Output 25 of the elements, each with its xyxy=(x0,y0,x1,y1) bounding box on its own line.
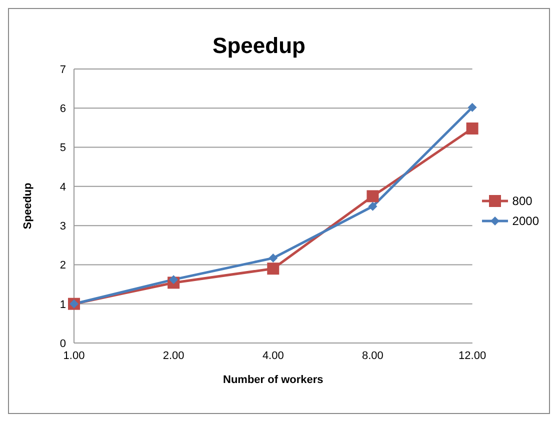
y-tick-label: 5 xyxy=(60,142,66,154)
x-tick-label: 4.00 xyxy=(262,350,284,362)
x-tick-label: 2.00 xyxy=(162,350,184,362)
chart-title: Speedup xyxy=(212,33,306,59)
y-tick-label: 2 xyxy=(60,260,66,272)
point xyxy=(267,262,280,275)
y-tick-label: 6 xyxy=(60,103,66,116)
x-tick-label: 12.00 xyxy=(458,350,486,362)
point xyxy=(268,254,278,263)
y-tick-label: 3 xyxy=(60,220,66,232)
y-tick-label: 0 xyxy=(60,338,66,350)
y-tick-label: 4 xyxy=(60,181,66,194)
x-tick-label: 8.00 xyxy=(362,350,384,362)
point xyxy=(468,102,477,112)
y-tick-label: 7 xyxy=(60,64,66,76)
legend-label: 2000 xyxy=(512,214,539,228)
x-axis-title: Number of workers xyxy=(223,374,324,386)
x-tick-label: 1.00 xyxy=(63,350,85,362)
point xyxy=(366,190,379,202)
point xyxy=(169,275,178,284)
legend-label: 800 xyxy=(512,194,532,208)
y-axis-title: Speedup xyxy=(22,182,34,230)
point xyxy=(466,122,478,134)
y-tick-label: 1 xyxy=(60,298,66,311)
point xyxy=(368,202,378,211)
